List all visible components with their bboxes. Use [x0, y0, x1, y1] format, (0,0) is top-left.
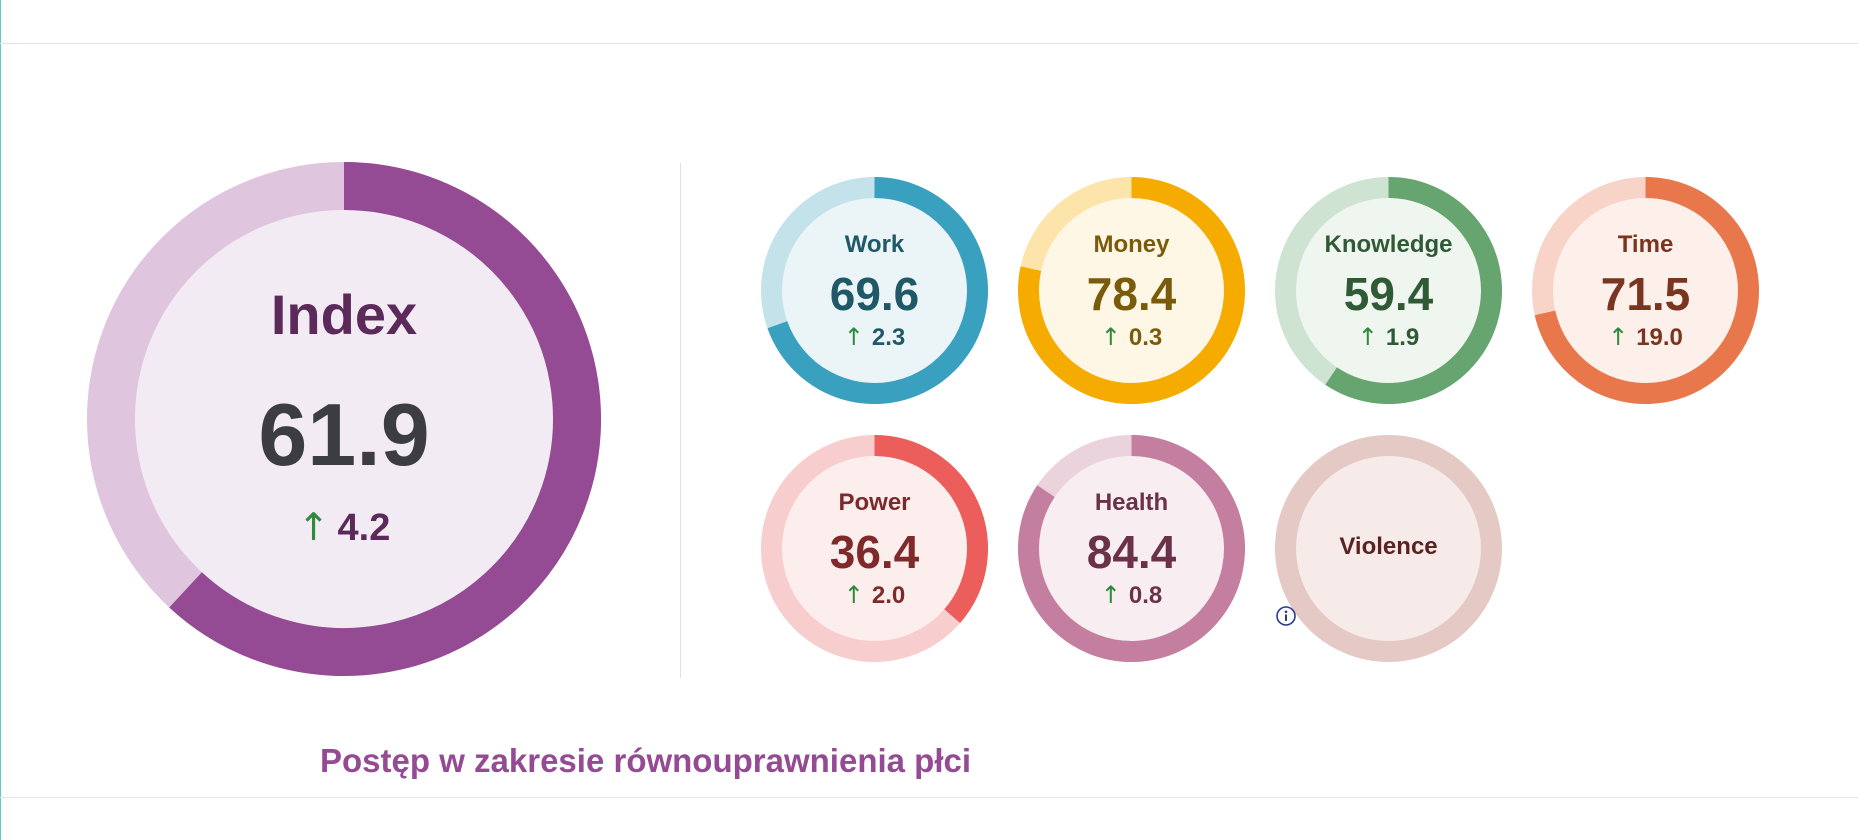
top-divider: [0, 43, 1858, 44]
domain-ring-time-graphic: [1532, 177, 1759, 404]
domain-value: 84.4: [1086, 526, 1177, 578]
main-index-content: Index 61.9 ↑ 4.2: [87, 162, 601, 676]
domain-value: 69.6: [829, 268, 920, 320]
domain-ring-knowledge-graphic: [1275, 177, 1502, 404]
domain-label: Time: [1617, 231, 1674, 258]
domain-delta: ↑ 1.9: [1275, 323, 1502, 352]
domain-ring-knowledge[interactable]: Knowledge 59.4 ↑ 1.9: [1275, 177, 1502, 404]
domain-ring-health-content: Health 84.4 ↑ 0.8: [1018, 435, 1245, 662]
main-index-value: 61.9: [258, 385, 430, 484]
domain-ring-money-progress-arc: [1018, 177, 1245, 404]
domain-delta-value: 19.0: [1636, 324, 1683, 351]
main-index-ring-graphic: [87, 162, 601, 676]
footer-title: Postęp w zakresie równouprawnienia płci: [320, 742, 972, 779]
trend-up-icon: ↑: [843, 323, 864, 351]
main-index-ring[interactable]: Index 61.9 ↑ 4.2: [87, 162, 601, 676]
domain-ring-knowledge-content: Knowledge 59.4 ↑ 1.9: [1275, 177, 1502, 404]
trend-up-icon: ↑: [1608, 323, 1629, 351]
domain-value: 71.5: [1600, 268, 1691, 320]
main-index-delta-value: 4.2: [337, 507, 391, 549]
domain-ring-time-progress-arc: [1534, 177, 1759, 404]
domain-value: 59.4: [1343, 268, 1434, 320]
domain-delta-value: 0.3: [1128, 324, 1163, 351]
vertical-divider: [680, 163, 681, 678]
domain-delta-value: 0.8: [1128, 582, 1163, 609]
left-edge-accent: [0, 0, 1, 840]
domain-ring-health-graphic: [1018, 435, 1245, 662]
domain-ring-power-graphic: [761, 435, 988, 662]
domain-delta-value: 2.0: [871, 582, 906, 609]
domain-label: Power: [838, 489, 911, 516]
domain-ring-power-progress-arc: [874, 435, 988, 624]
domain-ring-power-content: Power 36.4 ↑ 2.0: [761, 435, 988, 662]
trend-up-icon: ↑: [1357, 323, 1378, 351]
domain-ring-health-progress-arc: [1018, 435, 1245, 662]
domain-delta: ↑ 2.3: [761, 323, 988, 352]
domain-delta: ↑ 0.8: [1018, 581, 1245, 610]
domain-ring-work-graphic: [761, 177, 988, 404]
domain-ring-work-progress-arc: [767, 177, 988, 404]
bottom-divider: [0, 797, 1858, 798]
domain-ring-power[interactable]: Power 36.4 ↑ 2.0: [761, 435, 988, 662]
domain-ring-money-content: Money 78.4 ↑ 0.3: [1018, 177, 1245, 404]
domain-ring-time-content: Time 71.5 ↑ 19.0: [1532, 177, 1759, 404]
domain-label: Money: [1093, 231, 1170, 258]
domain-ring-knowledge-progress-arc: [1325, 177, 1502, 404]
domain-ring-money[interactable]: Money 78.4 ↑ 0.3: [1018, 177, 1245, 404]
domain-label: Violence: [1339, 533, 1438, 560]
main-index-ring-progress-arc: [169, 162, 601, 676]
domain-label: Work: [844, 231, 905, 258]
domain-delta: ↑ 2.0: [761, 581, 988, 610]
domain-label: Knowledge: [1324, 231, 1453, 258]
domain-ring-health[interactable]: Health 84.4 ↑ 0.8: [1018, 435, 1245, 662]
trend-up-icon: ↑: [297, 505, 330, 549]
info-icon[interactable]: [1275, 605, 1502, 627]
domain-value: 36.4: [829, 526, 920, 578]
domain-ring-time[interactable]: Time 71.5 ↑ 19.0: [1532, 177, 1759, 404]
domain-ring-violence-graphic: [1275, 435, 1502, 662]
domain-delta-value: 2.3: [871, 324, 906, 351]
trend-up-icon: ↑: [1100, 323, 1121, 351]
domain-ring-work-content: Work 69.6 ↑ 2.3: [761, 177, 988, 404]
trend-up-icon: ↑: [843, 581, 864, 609]
domain-delta-value: 1.9: [1385, 324, 1420, 351]
domain-value: 78.4: [1086, 268, 1177, 320]
trend-up-icon: ↑: [1100, 581, 1121, 609]
domain-ring-violence[interactable]: Violence: [1275, 435, 1502, 662]
main-index-label: Index: [270, 283, 418, 346]
main-index-delta: ↑ 4.2: [87, 505, 601, 550]
domain-ring-work[interactable]: Work 69.6 ↑ 2.3: [761, 177, 988, 404]
domain-delta: ↑ 19.0: [1532, 323, 1759, 352]
domain-ring-money-graphic: [1018, 177, 1245, 404]
domain-label: Health: [1094, 489, 1169, 516]
domain-ring-violence-track: [1275, 435, 1502, 662]
domain-ring-violence-content: Violence: [1275, 435, 1502, 662]
domain-delta: ↑ 0.3: [1018, 323, 1245, 352]
